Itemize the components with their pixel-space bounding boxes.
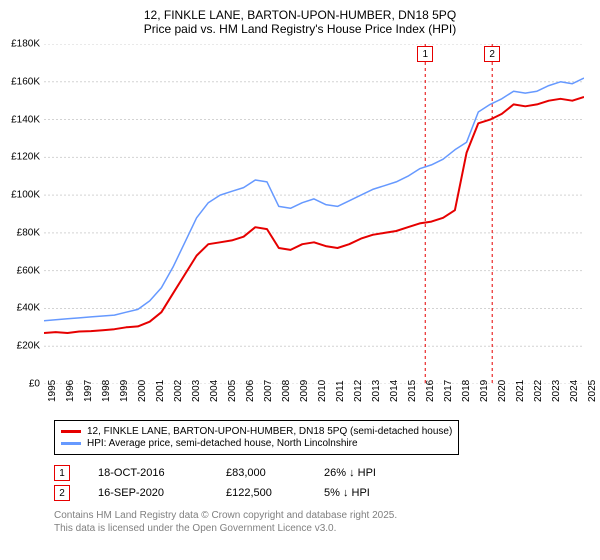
y-tick-label: £60K	[17, 265, 40, 276]
legend-swatch	[61, 442, 81, 445]
x-axis-labels: 1995199619971998199920002001200220032004…	[44, 384, 584, 414]
title-line-2: Price paid vs. HM Land Registry's House …	[10, 22, 590, 36]
x-tick-label: 2005	[227, 380, 238, 402]
x-tick-label: 2021	[515, 380, 526, 402]
y-tick-label: £160K	[11, 76, 40, 87]
x-tick-label: 1996	[65, 380, 76, 402]
x-tick-label: 2011	[335, 380, 346, 402]
annotation-date: 16-SEP-2020	[98, 487, 198, 499]
y-axis-labels: £0£20K£40K£60K£80K£100K£120K£140K£160K£1…	[0, 44, 42, 384]
x-tick-label: 2013	[371, 380, 382, 402]
x-tick-label: 2024	[569, 380, 580, 402]
x-tick-label: 2014	[389, 380, 400, 402]
annotation-marker: 1	[54, 465, 70, 481]
page-root: 12, FINKLE LANE, BARTON-UPON-HUMBER, DN1…	[0, 0, 600, 560]
legend-box: 12, FINKLE LANE, BARTON-UPON-HUMBER, DN1…	[54, 420, 459, 455]
annotation-pct: 26% ↓ HPI	[324, 467, 414, 479]
annotation-pct: 5% ↓ HPI	[324, 487, 414, 499]
annotation-price: £122,500	[226, 487, 296, 499]
annotation-date: 18-OCT-2016	[98, 467, 198, 479]
x-tick-label: 2020	[497, 380, 508, 402]
x-tick-label: 2017	[443, 380, 454, 402]
x-tick-label: 2004	[209, 380, 220, 402]
annotation-price: £83,000	[226, 467, 296, 479]
annotation-row: 1 18-OCT-2016 £83,000 26% ↓ HPI	[54, 465, 590, 481]
x-tick-label: 1995	[47, 380, 58, 402]
y-tick-label: £140K	[11, 114, 40, 125]
annotation-marker: 2	[54, 485, 70, 501]
x-tick-label: 2000	[137, 380, 148, 402]
y-tick-label: £180K	[11, 39, 40, 50]
footer-line-1: Contains HM Land Registry data © Crown c…	[54, 509, 590, 522]
y-tick-label: £0	[29, 379, 40, 390]
x-tick-label: 2012	[353, 380, 364, 402]
x-tick-label: 2006	[245, 380, 256, 402]
x-tick-label: 2022	[533, 380, 544, 402]
legend-label: HPI: Average price, semi-detached house,…	[87, 438, 358, 449]
x-tick-label: 2007	[263, 380, 274, 402]
x-tick-label: 2002	[173, 380, 184, 402]
footer-line-2: This data is licensed under the Open Gov…	[54, 522, 590, 535]
y-tick-label: £80K	[17, 227, 40, 238]
x-tick-label: 1997	[83, 380, 94, 402]
line-chart-svg	[44, 44, 584, 384]
title-line-1: 12, FINKLE LANE, BARTON-UPON-HUMBER, DN1…	[10, 8, 590, 22]
event-marker-1: 1	[417, 46, 433, 62]
x-tick-label: 2025	[587, 380, 598, 402]
event-marker-2: 2	[484, 46, 500, 62]
x-tick-label: 2019	[479, 380, 490, 402]
chart-titles: 12, FINKLE LANE, BARTON-UPON-HUMBER, DN1…	[0, 0, 600, 40]
y-tick-label: £100K	[11, 190, 40, 201]
y-tick-label: £120K	[11, 152, 40, 163]
footer-text: Contains HM Land Registry data © Crown c…	[54, 509, 590, 535]
legend-row: HPI: Average price, semi-detached house,…	[61, 438, 452, 449]
annotations-block: 1 18-OCT-2016 £83,000 26% ↓ HPI 2 16-SEP-2020…	[54, 465, 590, 501]
y-tick-label: £40K	[17, 303, 40, 314]
x-tick-label: 2001	[155, 380, 166, 402]
x-tick-label: 1998	[101, 380, 112, 402]
legend-swatch	[61, 430, 81, 433]
chart-area: £0£20K£40K£60K£80K£100K£120K£140K£160K£1…	[44, 44, 584, 384]
x-tick-label: 2018	[461, 380, 472, 402]
legend-label: 12, FINKLE LANE, BARTON-UPON-HUMBER, DN1…	[87, 426, 452, 437]
x-tick-label: 2015	[407, 380, 418, 402]
x-tick-label: 2008	[281, 380, 292, 402]
x-tick-label: 2016	[425, 380, 436, 402]
x-tick-label: 1999	[119, 380, 130, 402]
y-tick-label: £20K	[17, 341, 40, 352]
legend-row: 12, FINKLE LANE, BARTON-UPON-HUMBER, DN1…	[61, 426, 452, 437]
x-tick-label: 2003	[191, 380, 202, 402]
x-tick-label: 2010	[317, 380, 328, 402]
annotation-row: 2 16-SEP-2020 £122,500 5% ↓ HPI	[54, 485, 590, 501]
x-tick-label: 2023	[551, 380, 562, 402]
x-tick-label: 2009	[299, 380, 310, 402]
